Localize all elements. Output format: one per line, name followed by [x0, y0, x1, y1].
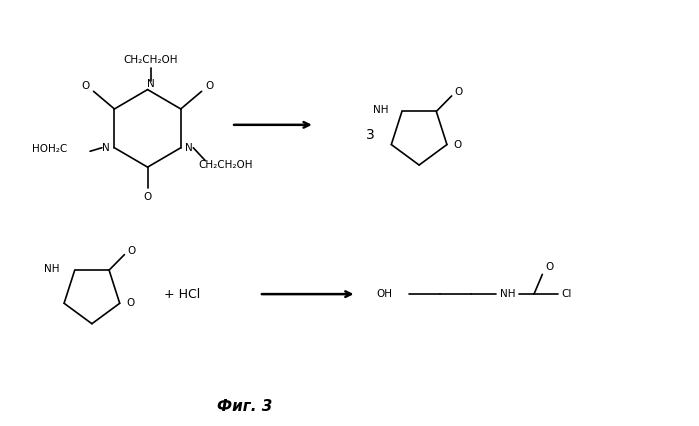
Text: 3: 3 [366, 128, 375, 142]
Text: N: N [185, 143, 193, 153]
Text: O: O [127, 298, 135, 308]
Text: O: O [127, 246, 136, 256]
Text: NH: NH [44, 264, 59, 274]
Text: O: O [454, 87, 463, 98]
Text: O: O [453, 140, 461, 150]
Text: NH: NH [373, 105, 388, 115]
Text: CH₂CH₂OH: CH₂CH₂OH [124, 55, 178, 65]
Text: NH: NH [500, 289, 515, 299]
Text: Фиг. 3: Фиг. 3 [217, 400, 273, 414]
Text: + HCl: + HCl [164, 288, 201, 301]
Text: N: N [102, 143, 110, 153]
Text: OH: OH [376, 289, 392, 299]
Text: O: O [143, 193, 152, 202]
Text: Cl: Cl [561, 289, 572, 299]
Text: HOH₂C: HOH₂C [32, 144, 67, 154]
Text: N: N [147, 79, 155, 89]
Text: O: O [545, 262, 554, 272]
Text: O: O [206, 81, 214, 92]
Text: O: O [81, 81, 89, 92]
Text: CH₂CH₂OH: CH₂CH₂OH [199, 160, 253, 170]
